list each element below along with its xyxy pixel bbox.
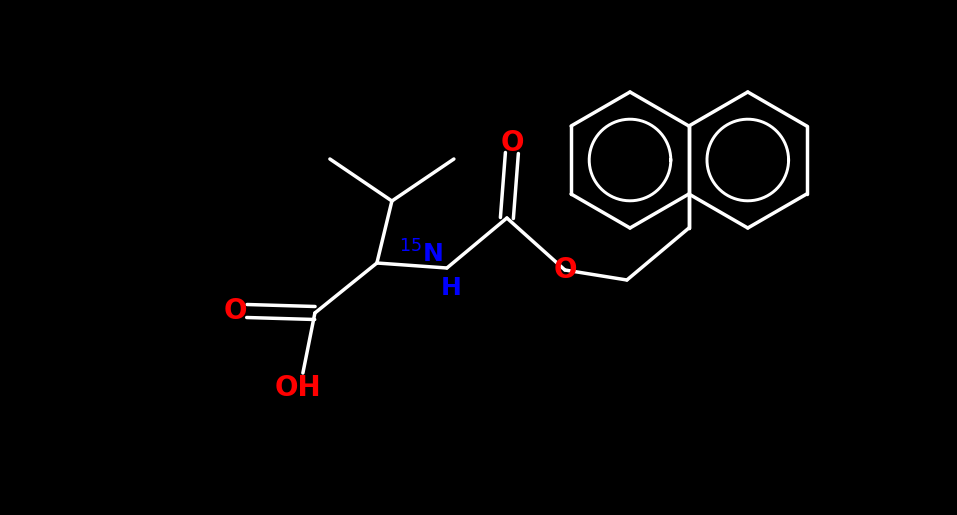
Text: H: H: [440, 276, 461, 300]
Text: $^{15}$N: $^{15}$N: [399, 241, 443, 268]
Text: OH: OH: [275, 374, 322, 402]
Text: O: O: [501, 129, 523, 157]
Text: O: O: [223, 297, 247, 325]
Text: O: O: [553, 256, 577, 284]
